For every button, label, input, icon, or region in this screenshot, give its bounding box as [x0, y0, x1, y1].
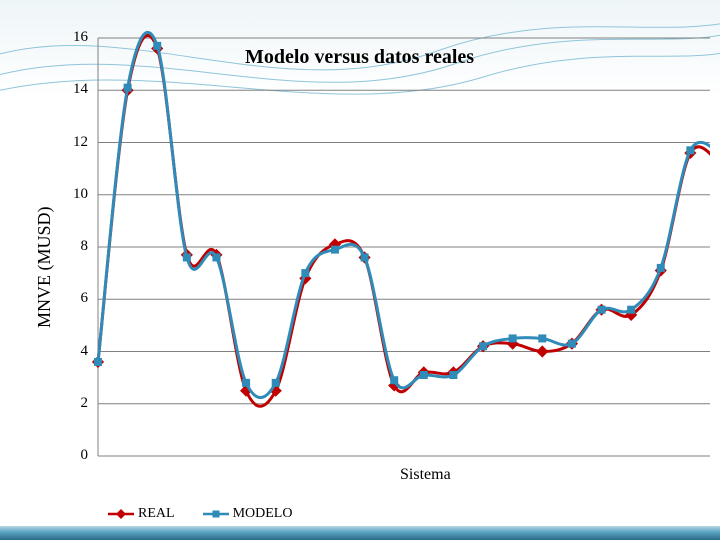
x-axis-label: Sistema [400, 466, 451, 484]
y-axis-label: MNVE (MUSD) [34, 207, 55, 329]
chart-title: Modelo versus datos reales [245, 46, 474, 69]
y-tick: 10 [20, 186, 88, 203]
y-tick: 12 [20, 134, 88, 151]
legend-swatch [108, 508, 134, 520]
slide-bottom-bar [0, 526, 720, 540]
legend: REAL MODELO [108, 506, 292, 522]
y-tick: 6 [20, 290, 88, 307]
y-tick: 14 [20, 81, 88, 98]
y-tick: 2 [20, 395, 88, 412]
legend-item-modelo: MODELO [203, 506, 293, 522]
legend-swatch [203, 508, 229, 520]
y-tick: 16 [20, 29, 88, 46]
chart-svg [20, 18, 710, 478]
y-tick: 4 [20, 343, 88, 360]
slide-root: Modelo versus datos reales MNVE (MUSD) S… [0, 0, 720, 540]
y-tick: 8 [20, 238, 88, 255]
legend-label: REAL [138, 506, 175, 522]
legend-label: MODELO [233, 506, 293, 522]
y-tick: 0 [20, 447, 88, 464]
chart-area: Modelo versus datos reales MNVE (MUSD) S… [20, 18, 710, 478]
legend-item-real: REAL [108, 506, 175, 522]
